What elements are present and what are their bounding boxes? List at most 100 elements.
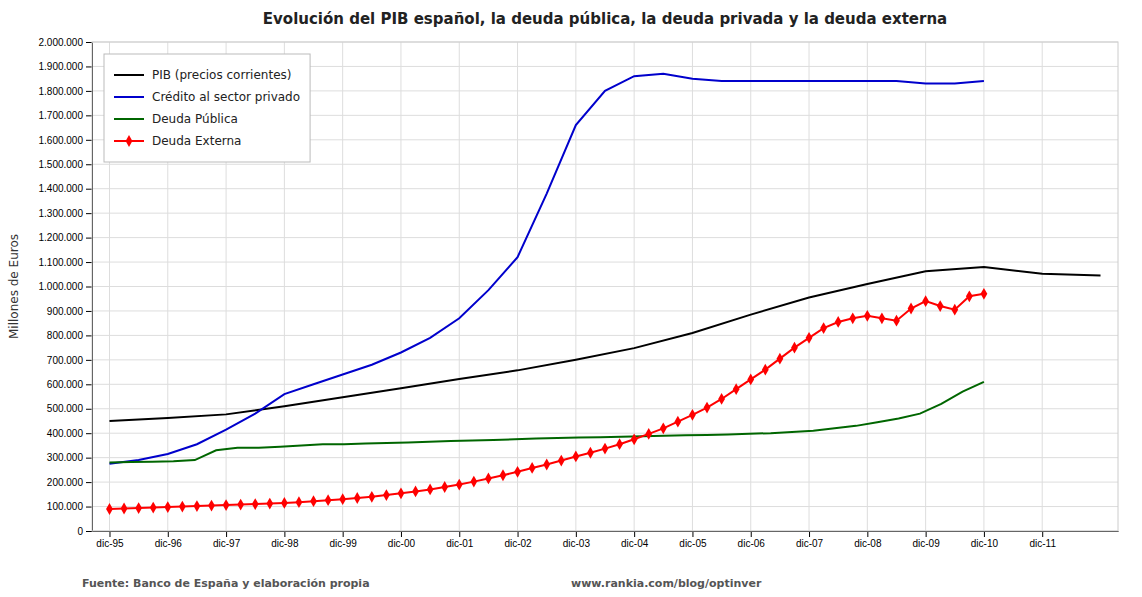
- y-axis: 0100.000200.000300.000400.000500.000600.…: [39, 37, 93, 537]
- y-tick: 1.100.000: [39, 257, 93, 268]
- series-marker: [543, 459, 550, 471]
- footer-note: www.rankia.com/blog/optinver: [571, 577, 762, 590]
- x-tick-label: dic-96: [155, 538, 183, 549]
- series-marker: [645, 428, 652, 440]
- y-tick: 200.000: [47, 477, 92, 488]
- legend-marker: [126, 135, 133, 147]
- title: Evolución del PIB español, la deuda públ…: [263, 10, 947, 28]
- y-tick-label: 800.000: [47, 330, 84, 341]
- x-tick: dic-95: [96, 531, 124, 549]
- series-marker: [500, 469, 507, 481]
- y-tick: 600.000: [47, 379, 92, 390]
- series-marker: [310, 495, 317, 507]
- series-marker: [383, 489, 390, 501]
- x-tick: dic-01: [446, 531, 474, 549]
- series-marker: [456, 479, 463, 491]
- series-marker: [194, 500, 201, 512]
- x-tick-mark: [226, 531, 227, 537]
- x-tick: dic-98: [271, 531, 299, 549]
- series-line: [109, 294, 983, 509]
- y-tick-label: 1.200.000: [39, 232, 84, 243]
- x-tick: dic-03: [563, 531, 591, 549]
- y-tick-mark: [86, 433, 92, 434]
- y-tick-label: 1.800.000: [39, 86, 84, 97]
- series-marker: [689, 409, 696, 421]
- y-tick-label: 300.000: [47, 452, 84, 463]
- series-marker: [674, 416, 681, 428]
- series-marker: [529, 462, 536, 474]
- y-tick-label: 0: [77, 526, 83, 537]
- x-tick-mark: [692, 531, 693, 537]
- x-tick-mark: [926, 531, 927, 537]
- y-tick-mark: [86, 335, 92, 336]
- series-marker: [398, 487, 405, 499]
- x-tick-mark: [867, 531, 868, 537]
- series-marker: [733, 383, 740, 395]
- legend-item: Deuda Pública: [114, 112, 238, 126]
- series-marker: [150, 502, 157, 514]
- x-tick: dic-06: [738, 531, 766, 549]
- y-tick-mark: [86, 458, 92, 459]
- series-marker: [106, 503, 113, 515]
- series-marker: [587, 447, 594, 459]
- series-marker: [762, 364, 769, 376]
- x-tick-label: dic-98: [271, 538, 299, 549]
- x-tick-mark: [518, 531, 519, 537]
- grid-line-y: [92, 335, 1118, 336]
- y-tick: 800.000: [47, 330, 92, 341]
- x-tick-mark: [751, 531, 752, 537]
- grid-line-y: [92, 237, 1118, 238]
- y-tick: 1.800.000: [39, 86, 93, 97]
- x-tick-label: dic-03: [563, 538, 591, 549]
- series-marker: [849, 312, 856, 324]
- x-tick-label: dic-07: [796, 538, 824, 549]
- y-tick-mark: [86, 531, 92, 532]
- series-marker: [368, 491, 375, 503]
- x-tick: dic-04: [621, 531, 649, 549]
- series-marker: [747, 374, 754, 386]
- y-tick: 900.000: [47, 306, 92, 317]
- legend: PIB (precios corrientes)Crédito al secto…: [104, 54, 310, 162]
- y-tick-label: 400.000: [47, 428, 84, 439]
- x-tick: dic-08: [854, 531, 882, 549]
- series-marker: [558, 455, 565, 467]
- x-tick: dic-97: [213, 531, 241, 549]
- series: [106, 288, 987, 515]
- grid-line-y: [92, 164, 1118, 165]
- series-marker: [281, 497, 288, 509]
- series-marker: [893, 315, 900, 327]
- series-marker: [339, 493, 346, 505]
- series-marker: [412, 486, 419, 498]
- y-tick-mark: [86, 384, 92, 385]
- y-tick: 700.000: [47, 355, 92, 366]
- legend-label: Deuda Externa: [152, 134, 241, 148]
- x-tick: dic-02: [504, 531, 532, 549]
- y-tick-mark: [86, 66, 92, 67]
- y-tick-mark: [86, 409, 92, 410]
- y-tick-label: 1.600.000: [39, 135, 84, 146]
- x-tick: dic-10: [971, 531, 999, 549]
- series-marker: [470, 476, 477, 488]
- legend-label: Deuda Pública: [152, 112, 238, 126]
- legend-label: Crédito al sector privado: [152, 90, 300, 104]
- x-tick-label: dic-11: [1029, 538, 1056, 549]
- y-tick-mark: [86, 42, 92, 43]
- y-tick-label: 700.000: [47, 355, 84, 366]
- x-tick: dic-05: [679, 531, 707, 549]
- x-tick-mark: [459, 531, 460, 537]
- x-tick: dic-00: [388, 531, 416, 549]
- grid-line-y: [92, 213, 1118, 214]
- x-tick-label: dic-05: [679, 538, 707, 549]
- x-tick-label: dic-09: [913, 538, 941, 549]
- series-marker: [718, 393, 725, 405]
- x-tick-mark: [1042, 531, 1043, 537]
- y-tick-label: 2.000.000: [39, 37, 84, 48]
- x-tick-label: dic-02: [504, 538, 532, 549]
- legend-swatch: [114, 96, 144, 98]
- series-marker: [981, 288, 988, 300]
- y-tick-mark: [86, 115, 92, 116]
- y-tick-label: 1.500.000: [39, 159, 84, 170]
- y-tick-label: 1.700.000: [39, 110, 84, 121]
- x-tick-mark: [634, 531, 635, 537]
- y-tick-mark: [86, 287, 92, 288]
